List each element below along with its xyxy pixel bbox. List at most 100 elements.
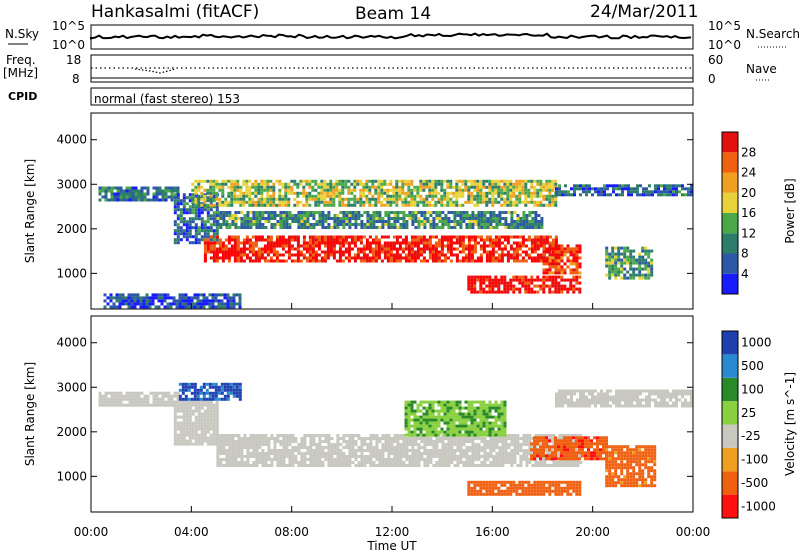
power-cell xyxy=(108,190,111,193)
power-cell xyxy=(237,260,240,263)
velocity-cell xyxy=(194,386,197,389)
power-cell xyxy=(318,220,321,223)
power-cell xyxy=(125,299,128,302)
power-cell xyxy=(606,193,609,196)
power-cell xyxy=(533,186,536,189)
velocity-cell xyxy=(435,428,438,431)
velocity-cell xyxy=(189,401,192,404)
power-cell xyxy=(479,183,482,186)
power-cell xyxy=(240,220,243,223)
power-cell xyxy=(270,223,273,226)
velocity-cell xyxy=(471,458,474,461)
velocity-cell xyxy=(399,434,402,437)
velocity-cell xyxy=(393,455,396,458)
velocity-cell xyxy=(285,443,288,446)
power-cell xyxy=(335,195,338,198)
power-cell xyxy=(509,180,512,183)
power-cell xyxy=(396,214,399,217)
power-cell xyxy=(513,220,516,223)
power-cell xyxy=(483,211,486,214)
velocity-cell xyxy=(381,446,384,449)
power-cell xyxy=(384,220,387,223)
power-cell xyxy=(396,257,399,260)
power-cell xyxy=(399,254,402,257)
velocity-cell xyxy=(236,392,239,395)
velocity-cell xyxy=(159,398,162,401)
power-cell xyxy=(638,256,641,259)
power-cell xyxy=(635,259,638,262)
velocity-cell xyxy=(390,437,393,440)
velocity-cell xyxy=(402,443,405,446)
velocity-cell xyxy=(378,440,381,443)
power-cell xyxy=(486,254,489,257)
velocity-cell xyxy=(441,404,444,407)
velocity-cell xyxy=(504,455,507,458)
power-cell xyxy=(324,236,327,239)
power-cell xyxy=(465,257,468,260)
power-cell xyxy=(207,208,210,211)
power-cell xyxy=(309,239,312,242)
power-cell xyxy=(546,242,549,245)
velocity-cell xyxy=(327,440,330,443)
power-cell xyxy=(186,235,189,238)
power-cell xyxy=(440,183,443,186)
velocity-cell xyxy=(540,464,543,467)
power-cell xyxy=(455,204,458,207)
power-cell xyxy=(348,223,351,226)
velocity-cell xyxy=(435,464,438,467)
power-cell xyxy=(420,254,423,257)
velocity-cell xyxy=(408,407,411,410)
power-cell xyxy=(297,236,300,239)
power-cell xyxy=(555,265,558,268)
velocity-cell xyxy=(444,422,447,425)
power-cell xyxy=(315,257,318,260)
power-cell xyxy=(329,186,332,189)
power-cell xyxy=(210,229,213,232)
power-cell xyxy=(392,186,395,189)
power-cell xyxy=(603,193,606,196)
velocity-cell xyxy=(327,446,330,449)
power-cell xyxy=(452,195,455,198)
power-cell xyxy=(228,236,231,239)
power-cell xyxy=(384,214,387,217)
power-cell xyxy=(192,217,195,220)
velocity-cell xyxy=(501,449,504,452)
power-cell xyxy=(323,186,326,189)
power-cell xyxy=(398,180,401,183)
power-cell xyxy=(185,302,188,305)
velocity-cell xyxy=(429,410,432,413)
power-cell xyxy=(116,305,119,308)
velocity-cell xyxy=(285,446,288,449)
velocity-cell xyxy=(255,449,258,452)
power-cell xyxy=(306,217,309,220)
power-cell xyxy=(404,204,407,207)
power-cell xyxy=(197,198,200,201)
velocity-cell xyxy=(360,461,363,464)
power-cell xyxy=(120,193,123,196)
power-cell xyxy=(242,204,245,207)
velocity-cell xyxy=(294,437,297,440)
velocity-cell xyxy=(216,458,219,461)
velocity-cell xyxy=(111,404,114,407)
power-cell xyxy=(357,251,360,254)
power-cell xyxy=(440,180,443,183)
velocity-cell xyxy=(195,443,198,446)
power-cell xyxy=(635,268,638,271)
power-cell xyxy=(197,296,200,299)
power-cell xyxy=(129,190,132,193)
velocity-cell xyxy=(198,434,201,437)
power-cell xyxy=(198,217,201,220)
power-cell xyxy=(186,220,189,223)
power-cell xyxy=(369,236,372,239)
power-cell xyxy=(558,190,561,193)
power-cell xyxy=(521,189,524,192)
power-cell xyxy=(306,260,309,263)
power-cell xyxy=(146,296,149,299)
power-cell xyxy=(489,214,492,217)
power-cell xyxy=(143,305,146,308)
velocity-cell xyxy=(240,449,243,452)
power-cell xyxy=(401,192,404,195)
velocity-cell xyxy=(339,449,342,452)
power-cell xyxy=(410,204,413,207)
velocity-cell xyxy=(291,452,294,455)
